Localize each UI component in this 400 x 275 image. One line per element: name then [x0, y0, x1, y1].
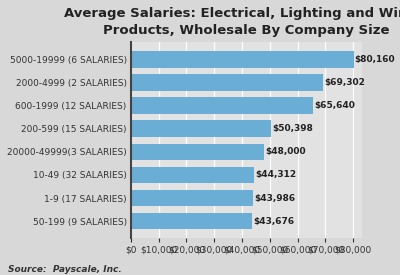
- Text: $43,676: $43,676: [253, 217, 294, 226]
- Text: $50,398: $50,398: [272, 124, 313, 133]
- Text: $80,160: $80,160: [355, 55, 395, 64]
- Bar: [131, 144, 264, 160]
- Bar: [131, 167, 254, 183]
- Text: $48,000: $48,000: [265, 147, 306, 156]
- Bar: [131, 74, 324, 91]
- Bar: [131, 190, 253, 206]
- Bar: [131, 120, 271, 137]
- Bar: [131, 51, 354, 68]
- Title: Average Salaries: Electrical, Lighting and Wiring
Products, Wholesale By Company: Average Salaries: Electrical, Lighting a…: [64, 7, 400, 37]
- Bar: [131, 97, 313, 114]
- Text: $44,312: $44,312: [255, 170, 296, 180]
- Text: $65,640: $65,640: [314, 101, 355, 110]
- Text: $69,302: $69,302: [324, 78, 366, 87]
- Text: $43,986: $43,986: [254, 194, 295, 203]
- Bar: [131, 213, 252, 229]
- Text: Source:  Payscale, Inc.: Source: Payscale, Inc.: [8, 265, 122, 274]
